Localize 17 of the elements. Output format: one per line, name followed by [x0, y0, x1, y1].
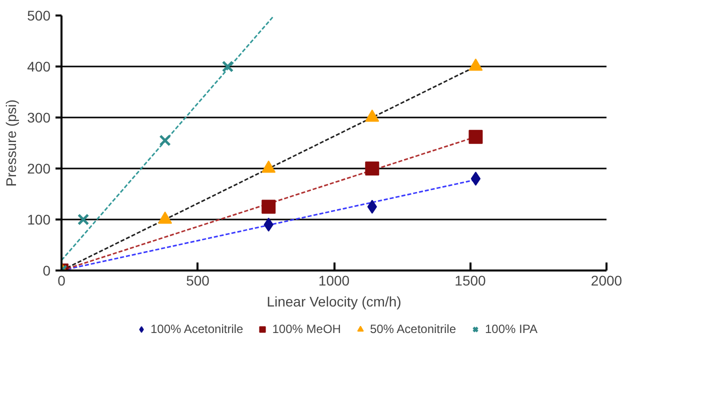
x-axis-title: Linear Velocity (cm/h) [266, 294, 402, 310]
legend-label: 100% Acetonitrile [150, 322, 244, 336]
y-axis-title: Pressure (psi) [3, 99, 20, 187]
x-tick-label: 1000 [318, 272, 350, 288]
y-tick-label: 500 [27, 8, 51, 24]
y-tick-label: 200 [27, 160, 51, 176]
x-tick-label: 500 [186, 272, 210, 288]
y-tick-label: 400 [27, 58, 51, 74]
legend-label: 100% IPA [485, 322, 538, 336]
legend-label: 100% MeOH [272, 322, 341, 336]
y-tick-label: 300 [27, 110, 51, 126]
x-tick-label: 1500 [454, 272, 486, 288]
y-tick-label: 0 [42, 262, 51, 278]
x-tick-label: 0 [58, 272, 66, 288]
y-tick-label: 100 [27, 212, 51, 228]
legend-label: 50% Acetonitrile [370, 322, 456, 336]
x-tick-label: 2000 [590, 272, 622, 288]
